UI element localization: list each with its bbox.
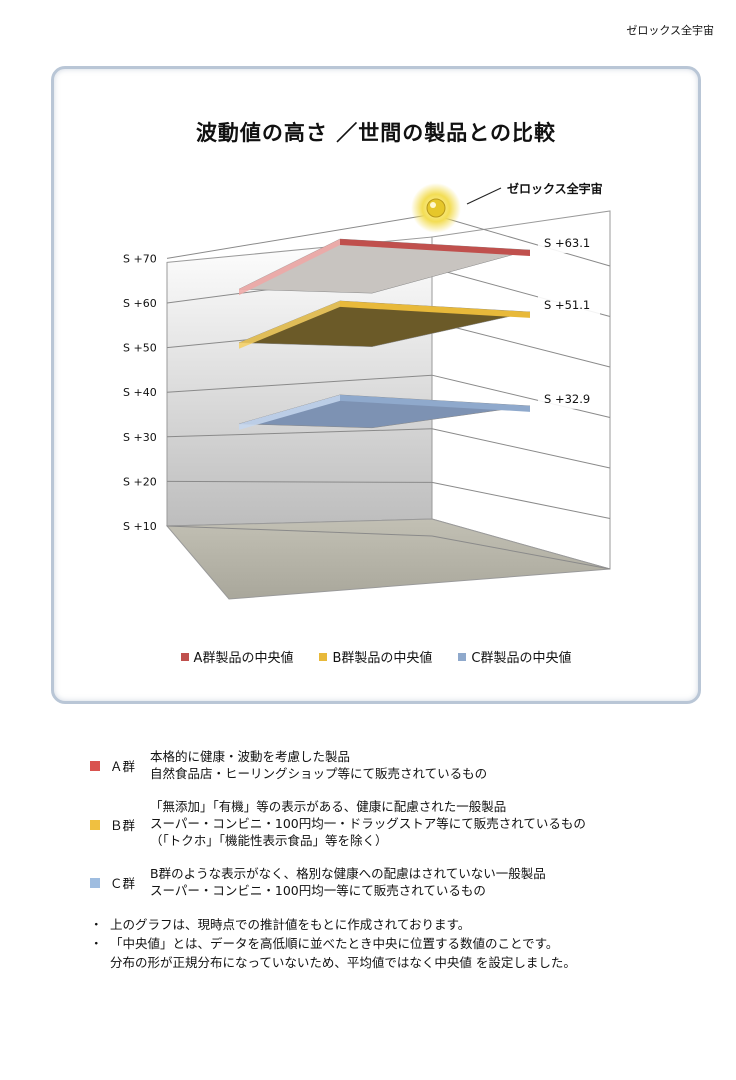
y-tick-label: S +70 bbox=[123, 252, 157, 265]
notes-section: Ａ群 本格的に健康・波動を考慮した製品自然食品店・ヒーリングショップ等にて販売され… bbox=[90, 748, 690, 972]
group-marker: Ａ群 bbox=[90, 748, 150, 775]
legend-item: B群製品の中央値 bbox=[319, 647, 432, 666]
gridline-side bbox=[431, 374, 611, 418]
group-description-line: スーパー・コンビニ・100円均一等にて販売されているもの bbox=[150, 883, 486, 898]
group-description-line: （「トクホ」「機能性表示食品」等を除く） bbox=[150, 833, 388, 848]
gridline-back bbox=[166, 428, 433, 438]
group-swatch bbox=[90, 760, 100, 771]
group-description-line: 「無添加」「有機」等の表示がある、健康に配慮された一般製品 bbox=[150, 799, 507, 814]
gridline-side bbox=[431, 213, 611, 267]
gridline-side bbox=[431, 428, 611, 469]
group-description: B群のような表示がなく、格別な健康への配慮はされていない一般製品 スーパー・コンビ… bbox=[150, 865, 546, 899]
group-description-line: スーパー・コンビニ・100円均一・ドラッグストア等にて販売されているもの bbox=[150, 816, 586, 831]
group-swatch bbox=[90, 877, 100, 888]
group-swatch bbox=[90, 819, 100, 830]
bullet-row: ・ 「中央値」とは、データを高低順に並べたとき中央に位置する数値のことです。 bbox=[90, 934, 690, 953]
bullet-dot-spacer bbox=[90, 953, 110, 972]
value-label-bg bbox=[538, 388, 600, 409]
legend-item: A群製品の中央値 bbox=[180, 647, 294, 666]
group-marker: Ｃ群 bbox=[90, 865, 150, 892]
legend-swatch bbox=[458, 652, 467, 661]
bullet-row: 分布の形が正規分布になっていないため、平均値ではなく中央値 を設定しました。 bbox=[90, 953, 690, 972]
legend-label: B群製品の中央値 bbox=[332, 651, 433, 666]
bullet-text: 分布の形が正規分布になっていないため、平均値ではなく中央値 を設定しました。 bbox=[110, 955, 576, 970]
slab-back-edge bbox=[340, 394, 530, 412]
group-row: Ｃ群 B群のような表示がなく、格別な健康への配慮はされていない一般製品 スーパー・コ… bbox=[90, 865, 690, 899]
slab-back-edge bbox=[340, 300, 530, 318]
annotation-label: ゼロックス全宇宙 bbox=[507, 181, 603, 196]
group-label: Ａ群 bbox=[110, 759, 136, 774]
chart-title: 波動値の高さ ／世間の製品との比較 bbox=[195, 121, 557, 145]
gridline-side bbox=[431, 321, 611, 368]
slab-left-edge bbox=[239, 300, 340, 349]
gridline-back bbox=[166, 525, 433, 537]
group-label: Ｃ群 bbox=[110, 876, 136, 891]
legend-swatch bbox=[180, 652, 189, 661]
group-description: 「無添加」「有機」等の表示がある、健康に配慮された一般製品スーパー・コンビニ・1… bbox=[150, 798, 586, 849]
chart-legend: A群製品の中央値 B群製品の中央値 C群製品の中央値 bbox=[54, 647, 698, 666]
group-label: Ｂ群 bbox=[110, 818, 136, 833]
bullet-row: ・ 上のグラフは、現時点での推計値をもとに作成されております。 bbox=[90, 915, 690, 934]
group-description-line: 本格的に健康・波動を考慮した製品 bbox=[150, 749, 351, 764]
y-tick-label: S +40 bbox=[123, 386, 157, 399]
group-description: 本格的に健康・波動を考慮した製品自然食品店・ヒーリングショップ等にて販売されてい… bbox=[150, 748, 487, 782]
group-marker: Ｂ群 bbox=[90, 798, 150, 834]
orb-highlight bbox=[430, 202, 436, 208]
legend-label: C群製品の中央値 bbox=[471, 651, 572, 666]
gridline-side bbox=[431, 535, 611, 570]
annotation-leader bbox=[466, 187, 502, 205]
bullet-text: 上のグラフは、現時点での推計値をもとに作成されております。 bbox=[110, 917, 471, 932]
slab-left-edge bbox=[239, 239, 340, 296]
value-label: S +51.1 bbox=[544, 298, 590, 312]
gridline-side bbox=[431, 481, 611, 519]
orb-core bbox=[426, 198, 446, 218]
bullet-notes: ・ 上のグラフは、現時点での推計値をもとに作成されております。 ・ 「中央値」と… bbox=[90, 915, 690, 972]
y-tick-label: S +20 bbox=[123, 475, 157, 488]
y-tick-label: S +50 bbox=[123, 342, 157, 355]
legend-item: C群製品の中央値 bbox=[458, 647, 571, 666]
group-description-line: B群のような表示がなく、格別な健康への配慮はされていない一般製品 bbox=[150, 866, 546, 881]
group-row: Ｂ群 「無添加」「有機」等の表示がある、健康に配慮された一般製品スーパー・コンビニ… bbox=[90, 798, 690, 849]
y-tick-label: S +10 bbox=[123, 520, 157, 533]
annotation-group: ゼロックス全宇宙 bbox=[411, 181, 603, 233]
group-row: Ａ群 本格的に健康・波動を考慮した製品自然食品店・ヒーリングショップ等にて販売され… bbox=[90, 748, 690, 782]
value-label: S +63.1 bbox=[544, 236, 590, 250]
value-label-bg bbox=[538, 233, 600, 254]
legend-label: A群製品の中央値 bbox=[193, 651, 294, 666]
legend-swatch bbox=[319, 652, 328, 661]
y-tick-label: S +60 bbox=[123, 297, 157, 310]
gridline-back bbox=[166, 480, 433, 483]
group-description-line: 自然食品店・ヒーリングショップ等にて販売されているもの bbox=[150, 766, 488, 781]
y-tick-label: S +30 bbox=[123, 431, 157, 444]
bullet-dot: ・ bbox=[90, 917, 103, 932]
chart-panel: 波動値の高さ ／世間の製品との比較 S +70 S +60 S +50 S +40 S … bbox=[51, 66, 701, 704]
value-label-bg bbox=[538, 294, 600, 315]
header-brand: ゼロックス全宇宙 bbox=[626, 24, 714, 37]
bullet-dot: ・ bbox=[90, 936, 103, 951]
bullet-text: 「中央値」とは、データを高低順に並べたとき中央に位置する数値のことです。 bbox=[110, 936, 559, 951]
value-label: S +32.9 bbox=[544, 392, 590, 406]
slab-back-edge bbox=[340, 239, 530, 257]
slab-left-edge bbox=[239, 394, 340, 430]
gridline-back bbox=[166, 374, 433, 393]
chart-svg: S +70 S +60 S +50 S +40 S +30 S +20 S +10 S +63… bbox=[123, 181, 611, 600]
gridline-back bbox=[166, 213, 433, 259]
